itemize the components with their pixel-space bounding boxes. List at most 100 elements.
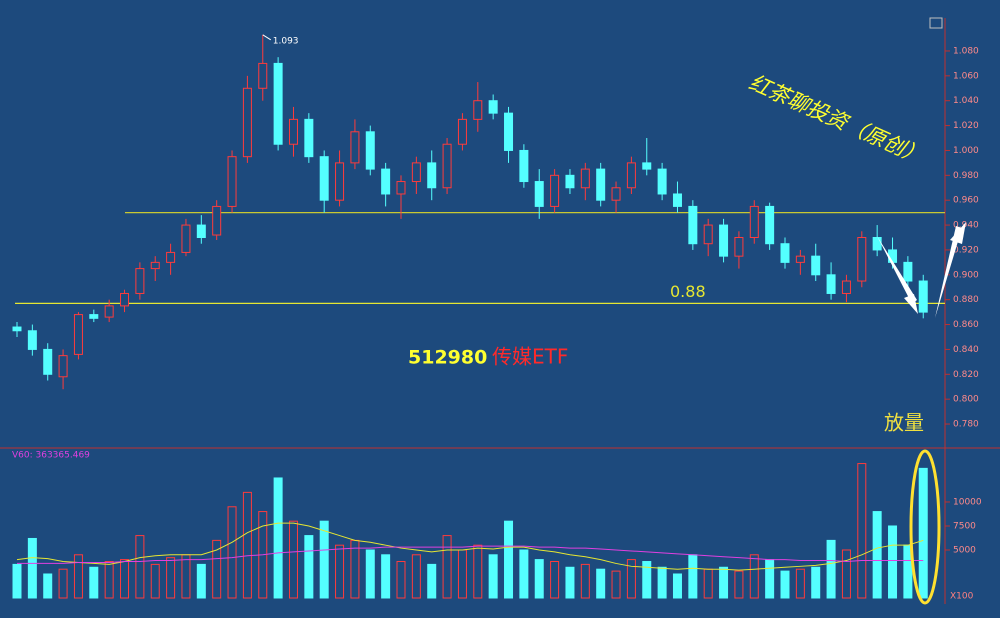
candle-body: [918, 280, 928, 313]
volume-bar: [273, 477, 283, 599]
y-tick-label: 1.060: [953, 71, 979, 81]
arrow-head: [950, 222, 966, 244]
volume-average: [17, 545, 924, 564]
candle-body: [811, 255, 821, 276]
y-tick-label: 0.860: [953, 320, 979, 330]
volume-bar: [719, 566, 729, 599]
candle-body: [43, 348, 53, 375]
high-pointer: [262, 34, 272, 41]
volume-bar: [442, 535, 452, 599]
candle-body: [504, 112, 514, 151]
candle-body: [273, 62, 283, 145]
candle-body: [365, 131, 375, 170]
y-tick-label: 0.980: [953, 171, 979, 181]
name-label: 传媒ETF: [492, 345, 568, 369]
y-tick-label: 5000: [953, 545, 976, 555]
candle-body: [396, 181, 406, 195]
candle-body: [381, 168, 391, 195]
candle-body: [749, 205, 759, 238]
candle-body: [212, 205, 222, 236]
candle-body: [457, 118, 467, 145]
candle-body: [288, 118, 298, 145]
volume-bar: [688, 554, 698, 599]
volume-bar: [396, 561, 406, 599]
candle-body: [442, 143, 452, 189]
highlight-ellipse: [909, 449, 941, 605]
candle-body: [795, 255, 805, 263]
volume-bar: [657, 566, 667, 599]
candle-body: [672, 193, 682, 207]
candle-body: [734, 237, 744, 257]
volume-bar: [104, 561, 114, 599]
window-icon: [929, 17, 943, 29]
volume-bar: [504, 520, 514, 599]
volume-bar: [350, 539, 360, 599]
y-tick-label: 1.020: [953, 121, 979, 131]
volume-bar: [734, 570, 744, 599]
code-label: 512980: [408, 347, 487, 369]
y-tick-label: 0.780: [953, 420, 979, 430]
candle-body: [657, 168, 667, 195]
candle-body: [89, 314, 99, 319]
high-label: 1.093: [273, 36, 299, 46]
volume-bar: [473, 544, 483, 599]
y-tick-label: 1.000: [953, 146, 979, 156]
volume-bar: [596, 568, 606, 599]
candle-body: [12, 326, 22, 332]
candle-body: [596, 168, 606, 201]
volume-bar: [457, 549, 467, 599]
candle-body: [765, 205, 775, 245]
candle-body: [166, 251, 176, 263]
candle-body: [519, 149, 529, 183]
volume-bar: [888, 525, 898, 599]
volume-bar: [120, 559, 130, 599]
candle-body: [841, 280, 851, 294]
candle-body: [304, 118, 314, 158]
candle-body: [626, 162, 636, 189]
volume-bar: [857, 463, 867, 599]
volume-bar: [365, 549, 375, 599]
volume-bar: [565, 566, 575, 599]
volume-bar: [703, 568, 713, 599]
candle-body: [58, 355, 68, 378]
candle-body: [258, 62, 268, 89]
candle-body: [427, 162, 437, 189]
candle-body: [150, 261, 160, 270]
volume-bar: [196, 563, 206, 599]
y-tick-label: 0.960: [953, 196, 979, 206]
volume-bar: [381, 554, 391, 599]
candle-body: [826, 274, 836, 294]
candle-body: [135, 268, 145, 294]
volume-bar: [181, 554, 191, 599]
volume-bar: [749, 554, 759, 599]
volume-bar: [335, 544, 345, 599]
candle-body: [611, 187, 621, 201]
candle-body: [857, 237, 867, 282]
candle-body: [227, 156, 237, 207]
note-label: 放量: [884, 411, 924, 435]
y-tick-label: 0.840: [953, 345, 979, 355]
volume-bar: [488, 554, 498, 599]
y-tick-label: 10000: [953, 497, 982, 507]
candle-body: [319, 156, 329, 201]
candle-body: [642, 162, 652, 170]
volume-bar: [872, 511, 882, 599]
volume-bar: [12, 563, 22, 599]
volume-bar: [43, 573, 53, 599]
volume-bar: [918, 467, 928, 599]
volume-bar: [642, 561, 652, 599]
volume-bar: [811, 566, 821, 599]
y-tick-label: 1.080: [953, 46, 979, 56]
candle-body: [73, 314, 83, 355]
candle-body: [350, 131, 360, 164]
y-tick-label: 0.820: [953, 370, 979, 380]
candle-body: [688, 205, 698, 245]
candle-body: [181, 224, 191, 253]
volume-bar: [841, 549, 851, 599]
candle-body: [580, 168, 590, 189]
volume-bar: [550, 561, 560, 599]
y-tick-label: 0.920: [953, 245, 979, 255]
volume-bar: [288, 520, 298, 599]
